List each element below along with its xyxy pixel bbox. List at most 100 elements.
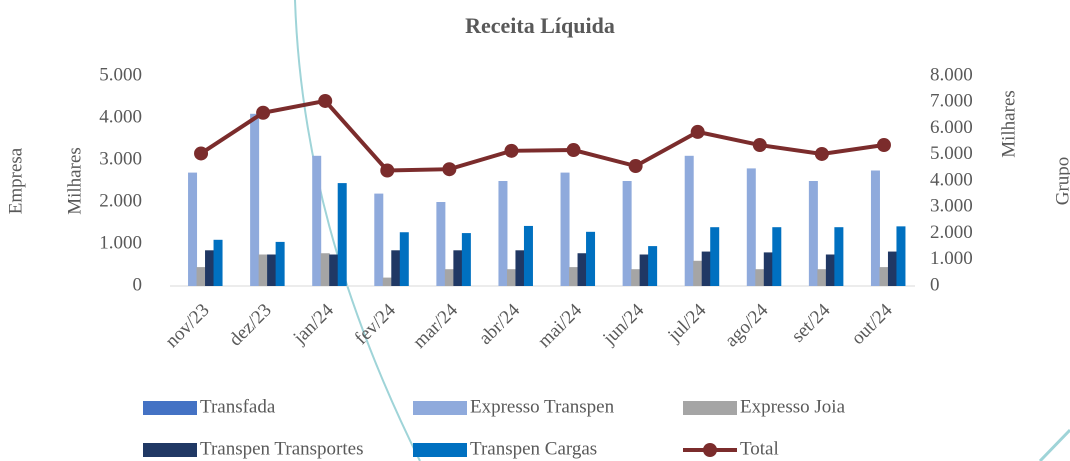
x-tick-label: abr/24 [475, 299, 525, 349]
x-tick-label: jul/24 [663, 299, 710, 346]
marker [628, 159, 643, 174]
legend-label: Transfada [200, 396, 276, 417]
bar [250, 113, 260, 286]
y2-tick-label: 0 [930, 274, 940, 295]
y-axis-title: Empresa [5, 147, 26, 214]
bar [320, 253, 330, 286]
bar [453, 250, 463, 286]
bar [746, 168, 756, 286]
bar [560, 172, 570, 286]
bar [523, 225, 533, 286]
bar [188, 172, 198, 286]
bar [879, 267, 889, 286]
x-tick-label: ago/24 [721, 299, 773, 351]
legend-swatch [683, 401, 737, 415]
bar [631, 269, 641, 286]
bar [586, 231, 596, 286]
legend-swatch [413, 443, 467, 457]
legend-label: Expresso Transpen [470, 396, 615, 417]
bar [710, 227, 720, 286]
legend-label: Transpen Transportes [200, 438, 363, 459]
marker [690, 124, 705, 139]
bar [506, 269, 516, 286]
bar [577, 253, 587, 286]
x-tick-label: mar/24 [409, 299, 462, 352]
bar [391, 250, 401, 286]
bar [312, 155, 322, 286]
bar [639, 254, 649, 286]
bar [763, 252, 773, 286]
line [199, 98, 885, 173]
legend-label: Expresso Joia [740, 396, 846, 417]
marker [876, 138, 891, 153]
bar [755, 269, 765, 286]
legend-label: Total [740, 438, 779, 459]
bar [569, 267, 579, 286]
y-tick-label: 1.000 [99, 232, 142, 253]
bar [196, 267, 206, 286]
legend-label: Transpen Cargas [470, 438, 597, 459]
bar [382, 277, 392, 286]
x-tick-label: set/24 [788, 299, 835, 346]
decoration [1038, 428, 1070, 461]
x-tick-label: mai/24 [534, 299, 587, 352]
x-tick-label: nov/23 [161, 300, 213, 352]
y2-tick-label: 8.000 [930, 64, 973, 85]
marker [566, 143, 581, 158]
marker [318, 93, 333, 108]
y-tick-label: 3.000 [99, 148, 142, 169]
bar [684, 155, 694, 286]
bar [399, 232, 409, 286]
bar [436, 202, 446, 286]
legend-swatch [703, 443, 717, 457]
marker [256, 105, 271, 120]
decoration [294, 0, 421, 461]
y-axis-label: Milhares [64, 147, 85, 215]
bar [825, 254, 835, 286]
bar [444, 269, 454, 286]
bar [693, 260, 703, 286]
y-tick-label: 5.000 [99, 64, 142, 85]
y2-tick-label: 1.000 [930, 248, 973, 269]
x-tick-label: out/24 [847, 299, 897, 349]
bar [701, 251, 711, 286]
bar [258, 254, 268, 286]
bar [834, 227, 844, 286]
marker [442, 162, 457, 177]
bar [275, 241, 285, 286]
y2-tick-label: 2.000 [930, 222, 973, 243]
x-tick-label: jan/24 [289, 299, 338, 348]
marker [380, 163, 395, 178]
marker [814, 146, 829, 161]
bar [648, 246, 658, 286]
y2-tick-label: 3.000 [930, 196, 973, 217]
y2-tick-label: 6.000 [930, 117, 973, 138]
y-tick-label: 4.000 [99, 106, 142, 127]
bar [870, 170, 880, 286]
marker [504, 143, 519, 158]
y-tick-label: 0 [133, 274, 143, 295]
bar [337, 183, 347, 286]
bar [267, 254, 277, 286]
bar [808, 181, 818, 286]
x-tick-label: jun/24 [598, 299, 648, 349]
marker [752, 138, 767, 153]
bar [213, 239, 223, 286]
y2-tick-label: 7.000 [930, 91, 973, 112]
bar [205, 250, 215, 286]
legend-swatch [143, 443, 197, 457]
y2-tick-label: 5.000 [930, 143, 973, 164]
chart-title: Receita Líquida [465, 13, 615, 38]
x-tick-label: dez/23 [225, 300, 276, 351]
x-tick-label: fev/24 [351, 299, 401, 349]
bar [896, 226, 906, 286]
bar [817, 269, 827, 286]
bar [329, 254, 339, 286]
bar [622, 181, 632, 286]
bar [498, 181, 508, 286]
bar [772, 227, 782, 286]
marker [194, 146, 209, 161]
legend-swatch [413, 401, 467, 415]
